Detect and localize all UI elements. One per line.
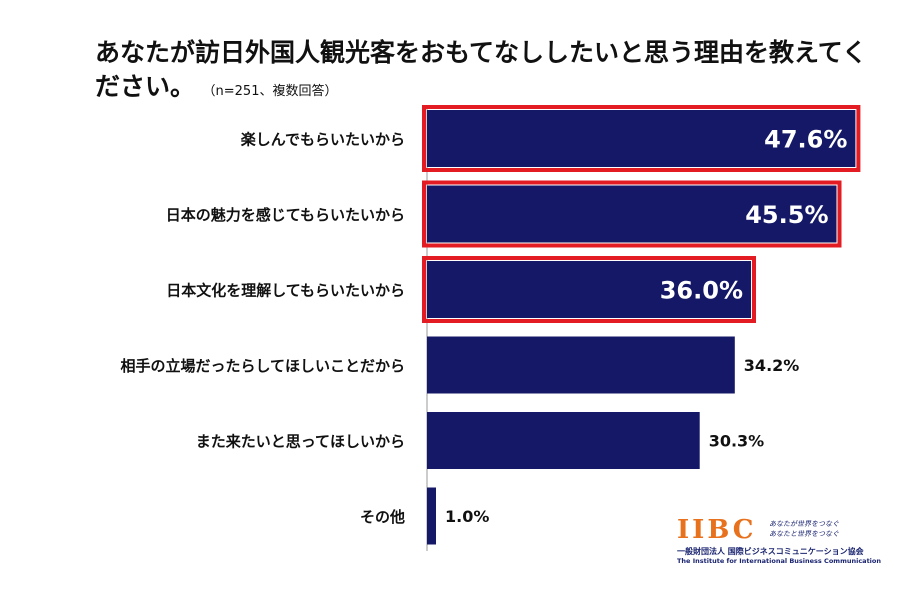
category-label: 日本の魅力を感じてもらいたいから (166, 206, 405, 224)
iibc-logo: IIBC あなたが世界をつなぐ あなたと世界をつなぐ 一般財団法人 国際ビジネス… (677, 515, 881, 565)
category-label: 日本文化を理解してもらいたいから (166, 282, 405, 300)
bar (427, 336, 735, 394)
value-label: 36.0% (660, 277, 743, 305)
bar-highlight-frame (422, 256, 756, 323)
value-label: 1.0% (445, 507, 489, 526)
value-label: 45.5% (745, 201, 828, 229)
value-label: 30.3% (709, 432, 765, 451)
chart-title: あなたが訪日外国人観光客をおもてなししたいと思う理由を教えてください。 （n=25… (95, 36, 875, 109)
bar (427, 261, 751, 318)
sample-note: （n=251、複数回答） (209, 84, 338, 99)
bar-highlight-frame (422, 180, 842, 248)
category-label: その他 (360, 508, 405, 526)
title-main: あなたが訪日外国人観光客をおもてなししたいと思う理由を教えてください。 (95, 38, 868, 101)
bar-highlight-frame (422, 105, 861, 172)
bar (427, 185, 837, 243)
logo-org-ja: 一般財団法人 国際ビジネスコミュニケーション協会 (677, 547, 864, 556)
logo-tagline-2: あなたと世界をつなぐ (769, 530, 839, 538)
logo-org-en: The Institute for International Business… (677, 557, 881, 565)
value-label: 34.2% (744, 356, 800, 375)
bar (427, 487, 436, 545)
logo-tagline: あなたが世界をつなぐ あなたと世界をつなぐ (769, 519, 839, 539)
category-label: 相手の立場だったらしてほしいことだから (120, 357, 405, 375)
logo-mark: IIBC (677, 515, 757, 545)
category-label: 楽しんでもらいたいから (241, 131, 405, 149)
value-label: 47.6% (764, 126, 847, 154)
bar (427, 412, 700, 469)
logo-tagline-1: あなたが世界をつなぐ (769, 520, 839, 528)
bar (427, 110, 856, 167)
category-label: また来たいと思ってほしいから (196, 433, 405, 451)
